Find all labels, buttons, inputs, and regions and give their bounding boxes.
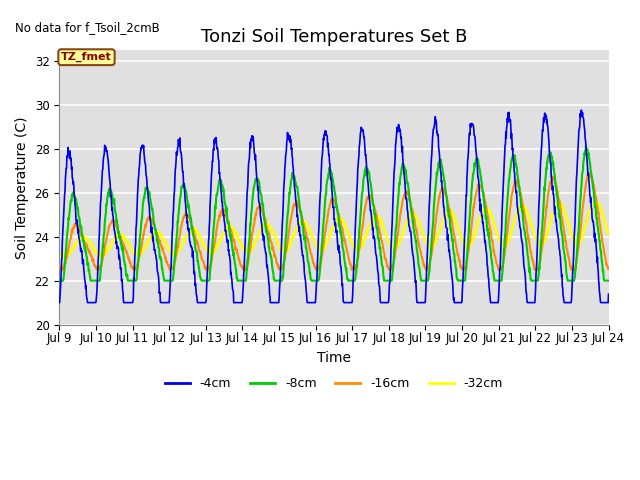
-32cm bbox=[420, 232, 428, 238]
Y-axis label: Soil Temperature (C): Soil Temperature (C) bbox=[15, 116, 29, 259]
-32cm bbox=[56, 251, 63, 256]
-8cm bbox=[56, 278, 63, 284]
Line: -16cm: -16cm bbox=[60, 173, 609, 270]
-16cm bbox=[57, 267, 65, 273]
-8cm bbox=[491, 278, 499, 284]
-4cm bbox=[239, 289, 246, 295]
-8cm bbox=[419, 278, 427, 284]
-4cm bbox=[577, 107, 585, 113]
-8cm bbox=[239, 278, 246, 284]
Line: -32cm: -32cm bbox=[60, 204, 609, 257]
-32cm bbox=[554, 201, 561, 207]
-4cm bbox=[605, 291, 612, 297]
-32cm bbox=[164, 246, 172, 252]
-4cm bbox=[177, 152, 185, 158]
-16cm bbox=[540, 231, 547, 237]
-32cm bbox=[605, 232, 612, 238]
-8cm bbox=[164, 278, 172, 284]
-32cm bbox=[62, 254, 70, 260]
-32cm bbox=[540, 239, 547, 244]
Line: -8cm: -8cm bbox=[60, 146, 609, 281]
-8cm bbox=[582, 143, 590, 149]
-4cm bbox=[419, 300, 427, 305]
-4cm bbox=[540, 121, 547, 127]
Legend: -4cm, -8cm, -16cm, -32cm: -4cm, -8cm, -16cm, -32cm bbox=[160, 372, 508, 395]
-32cm bbox=[178, 243, 186, 249]
-16cm bbox=[56, 262, 63, 268]
-16cm bbox=[492, 252, 499, 258]
-16cm bbox=[164, 263, 172, 269]
-4cm bbox=[56, 300, 63, 305]
Text: TZ_fmet: TZ_fmet bbox=[61, 52, 112, 62]
X-axis label: Time: Time bbox=[317, 351, 351, 365]
-32cm bbox=[239, 247, 247, 253]
-16cm bbox=[239, 266, 247, 272]
-8cm bbox=[177, 184, 185, 190]
-16cm bbox=[605, 265, 612, 271]
-16cm bbox=[420, 260, 428, 266]
-16cm bbox=[178, 222, 186, 228]
-4cm bbox=[164, 300, 172, 305]
-8cm bbox=[540, 208, 547, 214]
-8cm bbox=[605, 278, 612, 284]
-32cm bbox=[492, 224, 499, 230]
-16cm bbox=[586, 170, 594, 176]
Title: Tonzi Soil Temperatures Set B: Tonzi Soil Temperatures Set B bbox=[201, 28, 467, 46]
Line: -4cm: -4cm bbox=[60, 110, 609, 302]
Text: No data for f_Tsoil_2cmB: No data for f_Tsoil_2cmB bbox=[15, 21, 160, 34]
-4cm bbox=[491, 300, 499, 305]
